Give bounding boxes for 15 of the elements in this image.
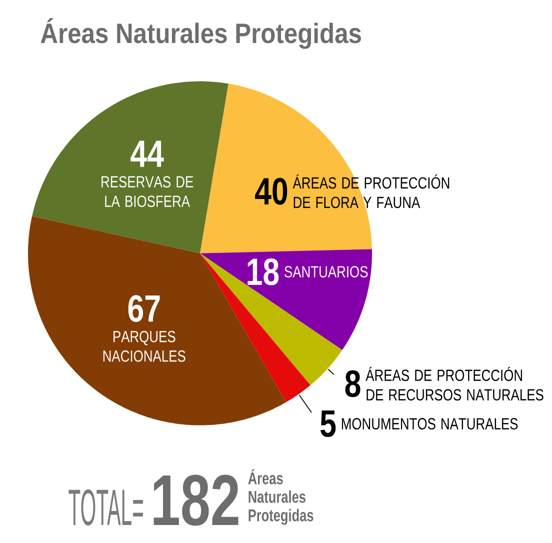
text: TOTAL= (68, 489, 143, 526)
data-label: 18 (248, 258, 279, 286)
text: Áreas Naturales Protegidas (248, 469, 314, 525)
data-label: 67 (128, 295, 160, 322)
data-label: 8 (345, 370, 360, 398)
slice-label: PARQUES NACIONALES (103, 330, 186, 362)
data-label: 44 (130, 140, 164, 167)
slice-label: ÁREAS DE PROTECCIÓN DE RECURSOS NATURALES (366, 366, 544, 401)
data-label: 5 (320, 410, 336, 438)
data-label: 40 (255, 178, 288, 205)
chart-title: Áreas Naturales Protegidas (40, 18, 361, 49)
text: 182 (154, 474, 238, 526)
slice-label: MONUMENTOS NATURALES (342, 418, 518, 430)
slice-label: SANTUARIOS (284, 266, 368, 278)
slice-label: RESERVAS DE LA BIOSFERA (102, 176, 194, 208)
